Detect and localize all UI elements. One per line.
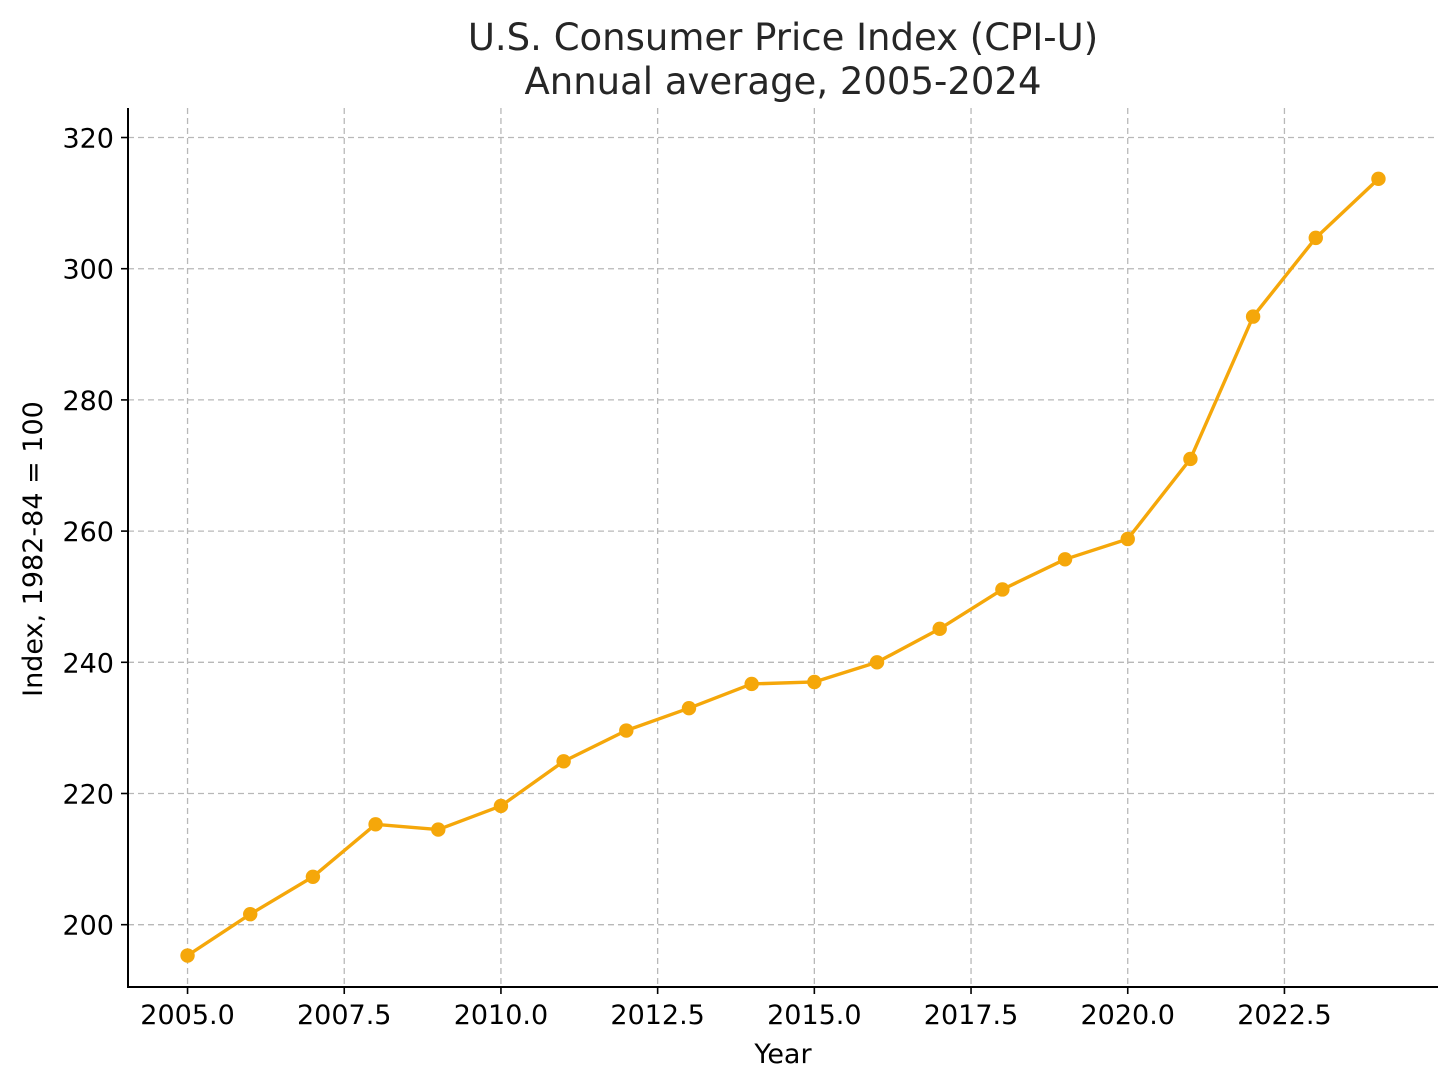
chart-title: U.S. Consumer Price Index (CPI-U) <box>468 16 1098 59</box>
data-point <box>744 676 759 692</box>
y-tick-label: 260 <box>62 517 114 548</box>
axes <box>127 108 1438 988</box>
y-tick-label: 280 <box>62 386 114 417</box>
data-point <box>869 655 885 670</box>
y-tick-label: 240 <box>62 648 114 679</box>
cpi-series-line <box>185 177 1381 958</box>
x-tick-label: 2015.0 <box>767 1000 861 1031</box>
data-point <box>556 754 571 769</box>
x-tick-label: 2020.0 <box>1080 1000 1174 1031</box>
y-tick-label: 220 <box>62 779 114 810</box>
x-axis-label: Year <box>753 1039 812 1070</box>
y-tick-label: 200 <box>62 911 114 942</box>
data-point <box>180 948 195 963</box>
data-point <box>1057 552 1073 567</box>
data-point <box>1371 171 1386 187</box>
x-tick-label: 2005.0 <box>140 1000 234 1031</box>
x-tick-label: 2010.0 <box>454 1000 548 1031</box>
data-point <box>995 582 1010 597</box>
x-tick-label: 2007.5 <box>297 1000 391 1031</box>
data-point <box>1120 531 1135 547</box>
data-point <box>305 869 321 884</box>
data-point <box>1183 451 1198 467</box>
x-tick-label: 2012.5 <box>610 1000 704 1031</box>
y-axis-label: Index, 1982-84 = 100 <box>18 401 49 697</box>
data-point <box>431 822 446 837</box>
data-point <box>807 674 822 690</box>
x-tick-label: 2017.5 <box>924 1000 1018 1031</box>
y-tick-label: 320 <box>62 124 114 155</box>
data-point <box>368 817 383 832</box>
grid <box>128 108 1438 987</box>
data-point <box>932 621 947 637</box>
data-point <box>1308 230 1323 246</box>
ticks: 2005.0 2007.5 2010.0 2012.5 2015.0 2017.5 2020… <box>62 124 1331 1031</box>
data-point <box>493 798 509 814</box>
series <box>180 171 1386 963</box>
data-point <box>243 906 258 922</box>
data-point <box>1245 309 1261 324</box>
y-tick-label: 300 <box>62 255 114 286</box>
chart-subtitle: Annual average, 2005-2024 <box>524 60 1041 103</box>
x-tick-label: 2022.5 <box>1237 1000 1331 1031</box>
data-point <box>681 701 697 716</box>
data-point <box>619 723 634 738</box>
